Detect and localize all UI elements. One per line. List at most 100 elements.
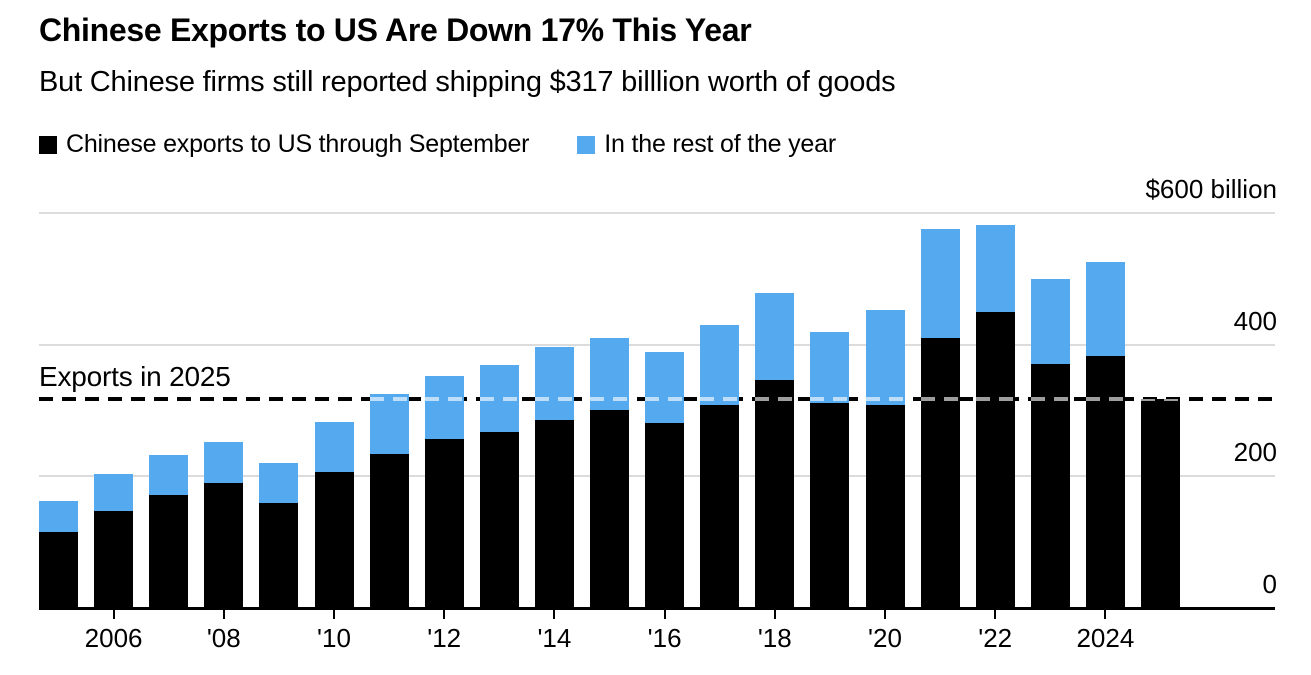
reference-line-overlay [700,397,740,402]
reference-line-overlay [590,397,629,402]
bar-segment-rest-of-year [755,293,795,380]
bar-segment-rest-of-year [975,224,1015,313]
bar-segment-rest-of-year [424,376,464,439]
bar-segment-through-september [645,423,685,608]
x-axis-label-2014: '14 [537,623,572,653]
bar-segment-rest-of-year [39,501,78,533]
bar-segment-through-september [1030,363,1070,608]
bar-segment-through-september [1085,355,1125,608]
reference-line-overlay [479,397,519,402]
bar-segment-through-september [865,405,905,608]
bar-2025 [1141,399,1180,608]
bar-segment-rest-of-year [810,332,850,403]
x-axis-tick-2022 [994,610,997,619]
x-axis-label-2006: 2006 [84,623,143,653]
x-axis-label-2012: '12 [427,623,462,653]
reference-line-overlay [865,397,905,402]
reference-line-overlay [369,397,409,402]
x-axis-tick-2012 [443,610,446,619]
bar-segment-rest-of-year [1030,278,1070,364]
legend-swatch-blue [577,135,596,154]
bar-segment-rest-of-year [149,454,189,496]
reference-line-overlay [1141,399,1180,402]
legend-label: In the rest of the year [604,130,836,158]
x-axis-label-2018: '18 [757,623,792,653]
y-axis-label-600: $600 billion [1145,174,1277,204]
x-axis-tick-2024 [1104,610,1107,619]
bar-segment-rest-of-year [700,324,740,406]
gridline-600 [39,212,1275,214]
bar-2020 [865,310,905,608]
bar-segment-through-september [920,338,960,608]
x-axis-label-2016: '16 [647,623,682,653]
bar-segment-rest-of-year [920,228,960,339]
bar-segment-through-september [149,495,189,608]
legend-label: Chinese exports to US through September [66,130,530,158]
legend-item-through-september: Chinese exports to US through September [39,130,529,159]
bar-2010 [314,421,354,608]
bar-segment-rest-of-year [369,394,409,454]
bar-2005 [39,501,78,608]
gridline-400 [39,343,1275,346]
bar-2014 [534,346,574,608]
x-axis-label-2010: '10 [317,623,351,653]
bar-2018 [755,293,795,608]
bar-segment-through-september [755,379,795,608]
bar-segment-through-september [424,438,464,608]
y-axis-label-200: 200 [1233,437,1277,468]
legend-item-rest-of-year: In the rest of the year [577,130,836,159]
reference-line-overlay [920,397,960,402]
bar-2019 [810,332,850,608]
bar-segment-through-september [314,472,354,608]
bar-segment-rest-of-year [204,442,244,483]
bar-2009 [259,462,299,608]
bar-segment-through-september [259,503,299,608]
chart-subtitle: But Chinese firms still reported shippin… [39,66,896,98]
x-axis-label-2024: 2024 [1076,623,1135,653]
y-axis-label-400: 400 [1233,305,1277,336]
reference-line-overlay [810,397,850,402]
x-axis-label-2020: '20 [868,623,902,653]
bar-2008 [204,442,244,608]
legend-swatch-black [39,135,57,154]
legend: Chinese exports to US through September … [39,130,836,159]
bar-segment-through-september [590,410,629,608]
x-axis-line [39,607,1275,610]
bar-2011 [369,394,409,608]
x-axis-tick-2016 [663,610,666,619]
bar-2015 [590,338,629,608]
x-axis-tick-2006 [112,610,115,619]
reference-line-overlay [1085,397,1125,402]
bar-2007 [149,454,189,608]
x-axis-tick-2018 [773,610,776,619]
bar-segment-rest-of-year [534,346,574,421]
x-axis-tick-2008 [222,610,225,619]
bar-segment-through-september [204,482,244,608]
reference-line-overlay [534,397,574,402]
reference-line-overlay [1030,397,1070,402]
bar-segment-through-september [975,312,1015,608]
bar-segment-through-september [94,511,134,608]
bar-2016 [645,351,685,608]
reference-line-overlay [755,397,795,402]
bar-segment-through-september [534,420,574,608]
y-axis-label-0: 0 [1262,569,1277,599]
bar-2023 [1030,278,1070,608]
bar-segment-rest-of-year [259,462,299,504]
reference-line-overlay [645,397,685,402]
bar-segment-rest-of-year [94,473,134,512]
bar-segment-through-september [369,453,409,608]
bar-segment-through-september [39,532,78,608]
x-axis-tick-2020 [884,610,886,619]
bar-segment-through-september [1141,399,1180,608]
bar-segment-rest-of-year [314,421,354,473]
x-axis-tick-2010 [333,610,335,619]
bar-segment-through-september [700,405,740,608]
x-axis-label-2008: '08 [206,623,241,653]
x-axis-label-2022: '22 [978,623,1013,653]
x-axis-tick-2014 [553,610,556,619]
bar-2013 [479,365,519,608]
bar-segment-rest-of-year [645,351,685,423]
bar-segment-through-september [810,402,850,608]
